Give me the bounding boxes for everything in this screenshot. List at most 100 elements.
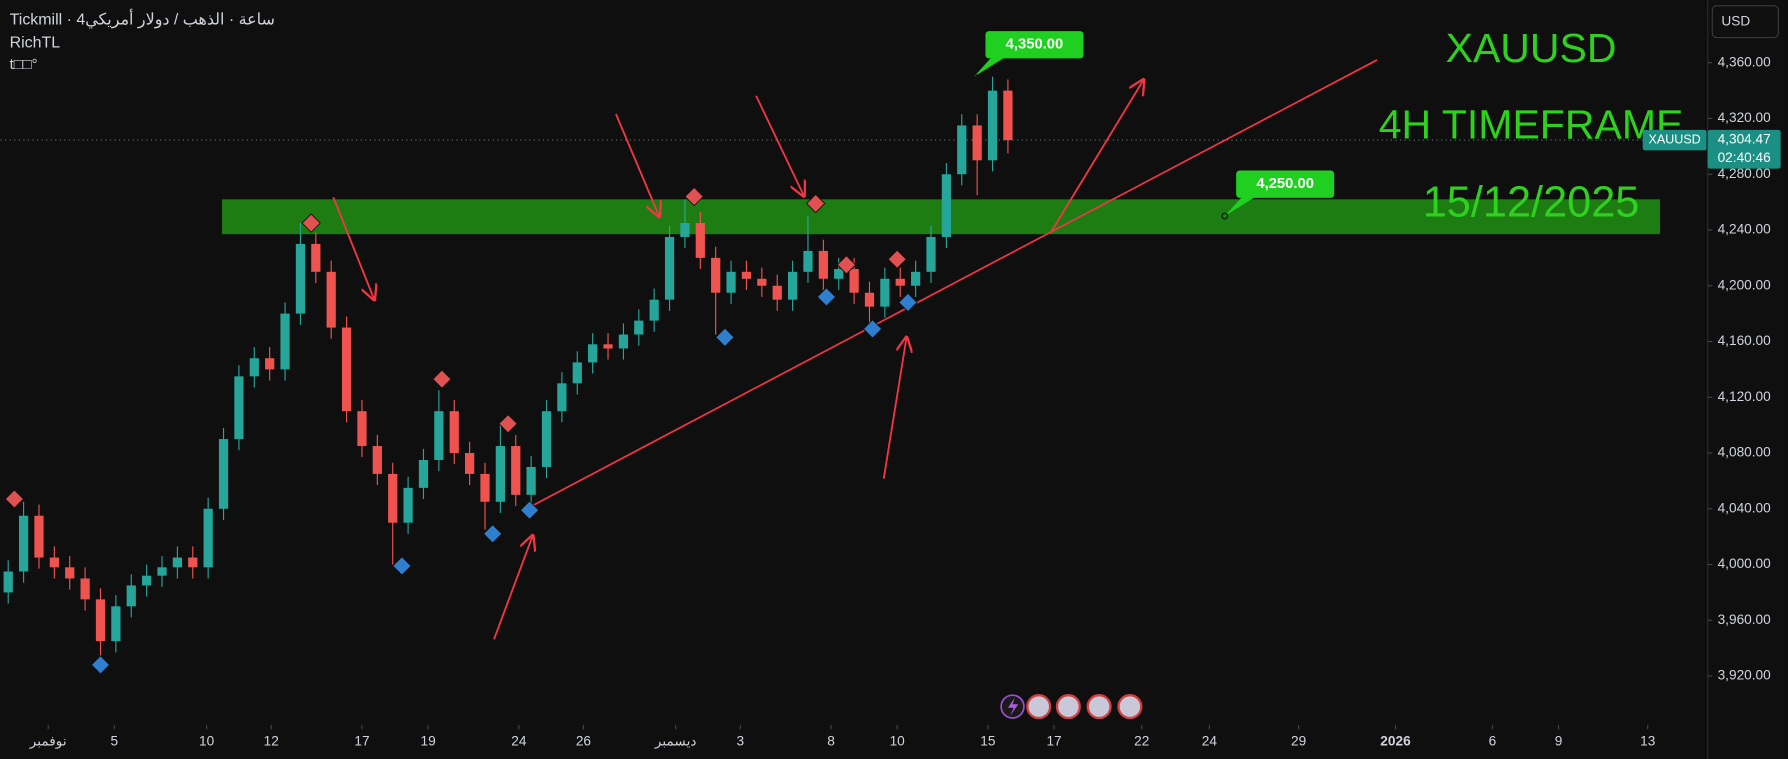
x-tick-label: نوفمبر (29, 734, 67, 750)
candle-body (880, 278, 890, 307)
y-tick-label: 4,320.00 (1718, 110, 1772, 125)
x-tick-label: 22 (1134, 734, 1149, 749)
candle-body (249, 358, 259, 377)
y-tick-label: 4,160.00 (1718, 333, 1772, 348)
candle-body (603, 344, 613, 349)
candle-body (234, 376, 244, 440)
y-tick-label: 3,920.00 (1718, 668, 1772, 683)
y-tick-label: 4,200.00 (1718, 277, 1772, 292)
indicator-name: RichTL (10, 35, 61, 52)
event-icon[interactable] (1055, 694, 1081, 720)
candle-body (864, 292, 875, 307)
candle-body (464, 453, 475, 474)
event-icon[interactable] (1117, 694, 1143, 720)
candle-body (357, 411, 367, 447)
y-tick-label: 4,240.00 (1718, 222, 1772, 237)
candle-body (972, 125, 982, 161)
pivot-marker (805, 193, 826, 214)
candle-body (172, 557, 183, 568)
arrow (1049, 80, 1143, 235)
event-icons (1000, 694, 1143, 720)
callout-box (985, 31, 1084, 59)
candle-body (557, 383, 567, 412)
candle-body (526, 466, 536, 495)
arrow (755, 95, 804, 196)
pivot-marker (887, 249, 907, 270)
pivot-marker (301, 213, 321, 233)
candle-body (772, 285, 782, 300)
candle-body (495, 446, 505, 502)
annotation: XAUUSD (1446, 25, 1617, 71)
arrow (332, 196, 374, 300)
candle-body (757, 278, 767, 286)
candle-body (203, 508, 213, 568)
candle-body (311, 243, 321, 272)
pivot-marker (898, 292, 918, 313)
y-tick-label: 4,280.00 (1718, 166, 1772, 181)
callout-anchor (970, 73, 978, 81)
pivot-marker (4, 489, 25, 509)
x-tick-label: 19 (420, 734, 435, 749)
candle-body (926, 236, 936, 272)
x-tick-label: 17 (354, 734, 369, 749)
candle-body (803, 250, 813, 272)
candle-body (80, 578, 90, 600)
pivot-marker (392, 556, 412, 576)
arrow (615, 113, 659, 217)
pivot-marker (519, 500, 540, 520)
x-tick-label: 24 (1202, 734, 1218, 749)
trendline (526, 59, 1378, 510)
candle-body (664, 236, 675, 300)
annotation: 4H TIMEFRAME (1379, 101, 1684, 147)
x-tick-label: 2026 (1380, 734, 1411, 749)
x-tick-label: 26 (576, 734, 591, 749)
candle-body (3, 571, 13, 593)
candle-body (280, 313, 290, 370)
countdown-label: 02:40:46 (1718, 150, 1771, 165)
arrows (332, 80, 1143, 640)
candle-body (326, 271, 336, 328)
indicator-values: t□□° (10, 57, 38, 73)
candle-body (95, 599, 106, 642)
currency-button[interactable] (1711, 5, 1779, 39)
candle-body (787, 271, 798, 300)
pivot-marker (432, 369, 452, 389)
pivot-marker (715, 327, 735, 348)
pivot-marker (498, 413, 518, 434)
x-tick-label: 10 (199, 734, 215, 749)
x-tick-label: ديسمبر (654, 734, 697, 750)
candle-body (895, 278, 905, 286)
candle-body (126, 585, 136, 607)
arrow (882, 337, 907, 479)
symbol-tag (1642, 129, 1707, 151)
candle-body (218, 439, 229, 509)
event-icon[interactable] (1026, 694, 1052, 720)
x-tick-label: 15 (980, 734, 996, 749)
x-tick-label: 12 (264, 734, 279, 749)
candle-body (711, 257, 721, 293)
x-tick-label: 29 (1291, 734, 1306, 749)
candle-body (265, 358, 275, 370)
candle-body (588, 344, 598, 363)
chart-title: Tickmill · 4ساعة · الذهب / دولار أمريكي (10, 9, 275, 29)
callout-box (1236, 170, 1335, 198)
event-icon[interactable] (1086, 694, 1112, 720)
callout-label: 4,250.00 (1256, 176, 1314, 192)
candle-body (434, 411, 444, 460)
currency-label[interactable]: USD (1721, 13, 1750, 28)
candle-body (157, 567, 167, 576)
y-tick-label: 4,360.00 (1718, 54, 1772, 69)
last-price-label: 4,304.47 (1718, 132, 1771, 147)
candle-body (695, 223, 705, 258)
candle-body (449, 411, 459, 454)
candle-body (111, 606, 121, 642)
zone (221, 199, 1661, 235)
candle-body (741, 271, 752, 279)
candle-body (834, 269, 844, 279)
candle-body (680, 223, 690, 237)
candle-body (941, 174, 952, 237)
x-tick-label: 6 (1489, 734, 1497, 749)
candle-body (849, 269, 859, 293)
candle-body (911, 271, 921, 286)
